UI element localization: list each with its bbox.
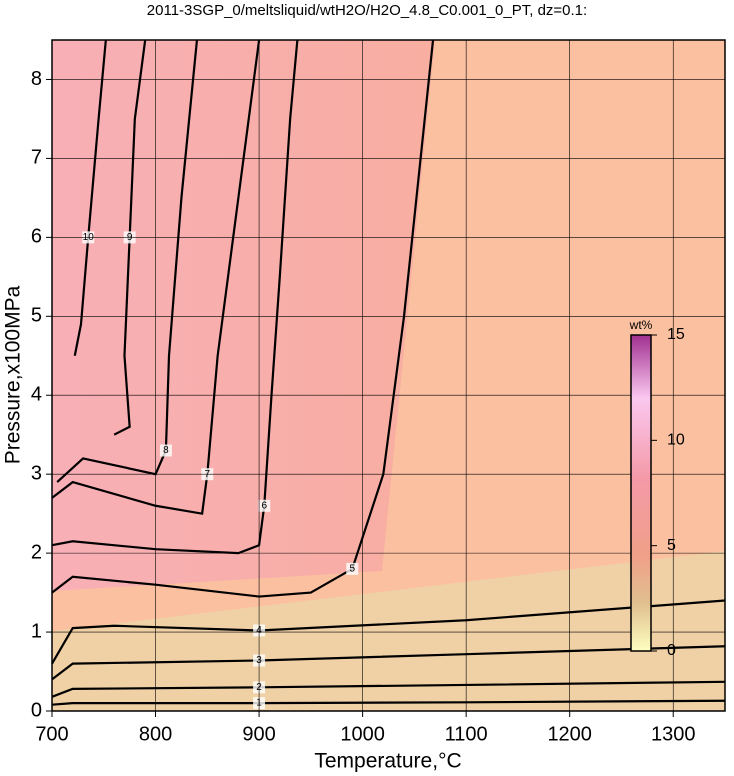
contour-line: [51, 39, 261, 515]
y-tick-label: 8: [31, 68, 42, 90]
contour-line: [51, 39, 435, 598]
chart-title: 2011-3SGP_0/meltsliquid/wtH2O/H2O_4.8_C0…: [147, 2, 587, 19]
colorbar-tick-label: 10: [667, 432, 685, 449]
y-tick-label: 4: [31, 384, 42, 406]
contour-label-bg: [159, 444, 172, 457]
x-tick-label: 1200: [547, 723, 592, 745]
colorbar-label: wt%: [629, 318, 653, 332]
contour-line: [113, 39, 147, 436]
y-tick-label: 1: [31, 620, 42, 642]
x-tick-label: 800: [139, 723, 172, 745]
y-tick-label: 5: [31, 305, 42, 327]
x-axis-label: Temperature,°C: [314, 750, 461, 773]
x-tick-label: 1300: [651, 723, 696, 745]
contour-label-bg: [346, 562, 359, 575]
contour-label: 6: [261, 500, 267, 511]
y-axis-label: Pressure,x100MPa: [2, 285, 25, 464]
y-tick-label: 6: [31, 226, 42, 248]
y-tick-label: 2: [31, 541, 42, 563]
shade-high: [52, 40, 435, 591]
y-tick-label: 7: [31, 147, 42, 169]
shade-low: [52, 551, 725, 711]
colorbar-tick-label: 5: [667, 537, 676, 554]
colorbar: [630, 334, 652, 652]
contour-label-bg: [258, 499, 271, 512]
colorbar-tick-label: 0: [667, 642, 676, 659]
contour-label: 8: [163, 445, 169, 456]
plot-frame: [51, 39, 726, 712]
y-tick-label: 3: [31, 462, 42, 484]
y-tick-label: 0: [31, 699, 42, 721]
contour-line: [51, 599, 726, 665]
x-tick-label: 900: [242, 723, 275, 745]
contour-label: 5: [349, 564, 355, 575]
colorbar-tick-label: 15: [667, 326, 685, 343]
x-tick-label: 700: [35, 723, 68, 745]
x-tick-label: 1000: [340, 723, 385, 745]
contour-line: [51, 39, 299, 555]
x-tick-label: 1100: [445, 723, 488, 745]
